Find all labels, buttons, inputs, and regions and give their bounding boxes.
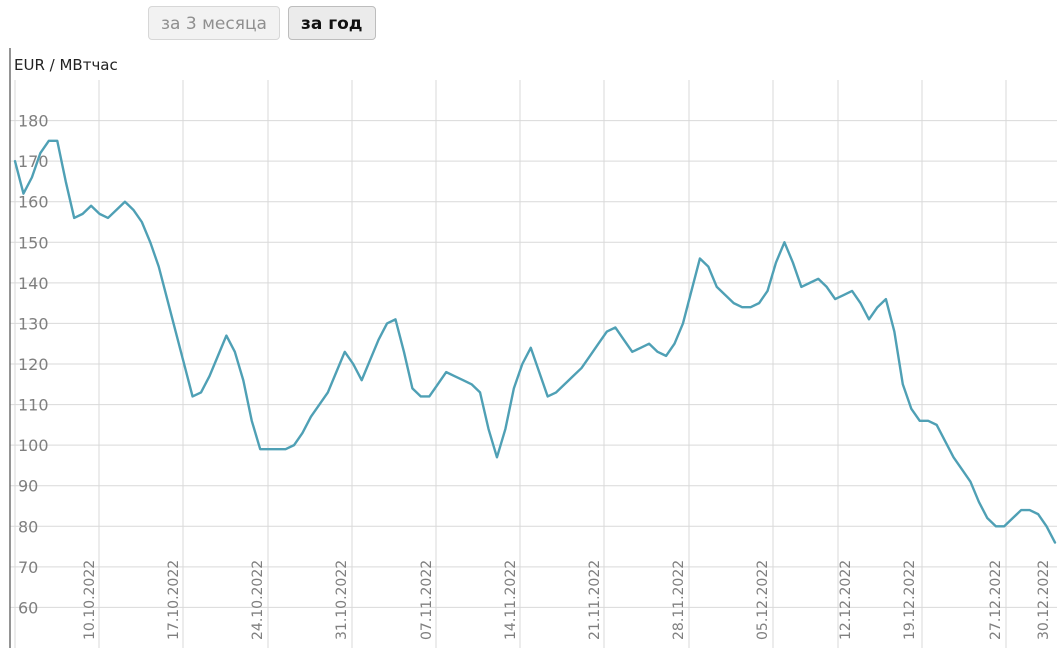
x-tick-label: 17.10.2022 — [166, 560, 182, 640]
y-tick-label: 140 — [18, 274, 49, 293]
y-tick-label: 90 — [18, 477, 38, 496]
y-tick-label: 160 — [18, 193, 49, 212]
series-layer — [13, 139, 1057, 544]
period-switch: за 3 месяца за год — [148, 6, 376, 40]
x-tick-label: 12.12.2022 — [838, 560, 854, 640]
x-tick-label: 10.10.2022 — [82, 560, 98, 640]
x-tick-label: 27.12.2022 — [988, 560, 1004, 640]
y-tick-label: 120 — [18, 355, 49, 374]
x-tick-label: 24.10.2022 — [250, 560, 266, 640]
y-tick-label: 70 — [18, 558, 38, 577]
y-tick-label: 180 — [18, 112, 49, 131]
x-tick-label: 19.12.2022 — [902, 560, 918, 640]
x-axis-ticks: 10.10.2022 17.10.2022 24.10.2022 31.10.2022… — [82, 560, 1052, 640]
grid-layer — [10, 80, 1057, 648]
period-year-button[interactable]: за год — [287, 6, 376, 40]
x-tick-label: 21.11.2022 — [587, 560, 603, 640]
period-3-months-button[interactable]: за 3 месяца — [148, 6, 280, 40]
y-tick-label: 80 — [18, 517, 38, 536]
y-tick-label: 60 — [18, 598, 38, 617]
y-tick-label: 150 — [18, 233, 49, 252]
x-tick-label: 31.10.2022 — [334, 560, 350, 640]
x-tick-label: 05.12.2022 — [755, 560, 771, 640]
price-series-line — [13, 139, 1057, 544]
y-tick-label: 170 — [18, 152, 49, 171]
y-tick-label: 130 — [18, 314, 49, 333]
x-tick-label: 07.11.2022 — [419, 560, 435, 640]
y-axis-ticks: 60 70 80 90 100 110 120 130 140 150 160 170 180 — [18, 112, 49, 618]
x-tick-label: 28.11.2022 — [671, 560, 687, 640]
y-tick-label: 110 — [18, 396, 49, 415]
x-tick-label: 30.12.2022 — [1036, 560, 1052, 640]
y-tick-label: 100 — [18, 436, 49, 455]
x-tick-label: 14.11.2022 — [503, 560, 519, 640]
y-axis-title: EUR / МВтчас — [14, 56, 118, 74]
